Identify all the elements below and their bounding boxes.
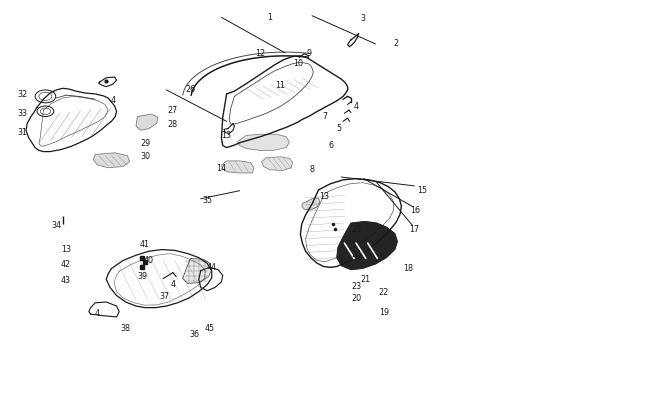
Text: 21: 21: [360, 275, 370, 284]
Text: 39: 39: [137, 271, 148, 280]
Text: 26: 26: [185, 85, 196, 94]
Text: 13: 13: [318, 192, 329, 201]
Text: 12: 12: [255, 49, 265, 58]
Polygon shape: [238, 135, 289, 151]
Text: 11: 11: [275, 81, 285, 90]
Polygon shape: [302, 198, 320, 211]
Text: 1: 1: [268, 13, 272, 22]
Polygon shape: [261, 158, 292, 171]
Text: 30: 30: [140, 152, 150, 161]
Text: 4: 4: [95, 309, 99, 318]
Text: 24: 24: [351, 249, 361, 258]
Text: 31: 31: [17, 128, 27, 136]
Text: 41: 41: [140, 239, 150, 248]
Text: 23: 23: [351, 281, 361, 291]
Text: 22: 22: [378, 287, 389, 296]
Text: 6: 6: [329, 141, 334, 149]
Text: 19: 19: [380, 307, 389, 316]
Text: 9: 9: [306, 49, 311, 58]
Text: 33: 33: [17, 108, 27, 117]
Text: 13: 13: [61, 244, 71, 253]
Text: 29: 29: [140, 139, 150, 148]
Text: 37: 37: [159, 291, 170, 300]
Text: 8: 8: [309, 164, 315, 174]
Text: 3: 3: [360, 14, 365, 23]
Text: 5: 5: [337, 124, 342, 132]
Polygon shape: [183, 259, 212, 284]
Polygon shape: [94, 153, 129, 168]
Text: 32: 32: [17, 90, 27, 98]
Text: 38: 38: [121, 324, 131, 333]
Text: 13: 13: [222, 130, 231, 139]
Text: 27: 27: [168, 105, 178, 115]
Text: 36: 36: [189, 329, 200, 338]
Text: 14: 14: [216, 164, 226, 173]
Text: 20: 20: [351, 294, 361, 303]
Polygon shape: [337, 222, 398, 270]
Text: 25: 25: [351, 224, 361, 233]
Text: 2: 2: [394, 39, 398, 48]
Polygon shape: [136, 115, 158, 131]
Text: 16: 16: [411, 205, 421, 214]
Text: 44: 44: [207, 262, 216, 271]
Text: 18: 18: [403, 263, 413, 272]
Text: 43: 43: [61, 275, 71, 284]
Text: 17: 17: [410, 224, 419, 233]
Text: 34: 34: [51, 220, 61, 229]
Text: 4: 4: [354, 102, 359, 111]
Text: 4: 4: [170, 279, 176, 288]
Text: 42: 42: [61, 259, 71, 268]
Polygon shape: [222, 162, 254, 173]
Text: 15: 15: [417, 186, 427, 195]
Text: 28: 28: [168, 119, 178, 128]
Text: 7: 7: [322, 111, 328, 121]
Text: 35: 35: [202, 196, 213, 205]
Text: 10: 10: [292, 59, 303, 68]
Text: 45: 45: [205, 324, 215, 333]
Text: 40: 40: [144, 255, 154, 264]
Text: 4: 4: [111, 96, 116, 105]
